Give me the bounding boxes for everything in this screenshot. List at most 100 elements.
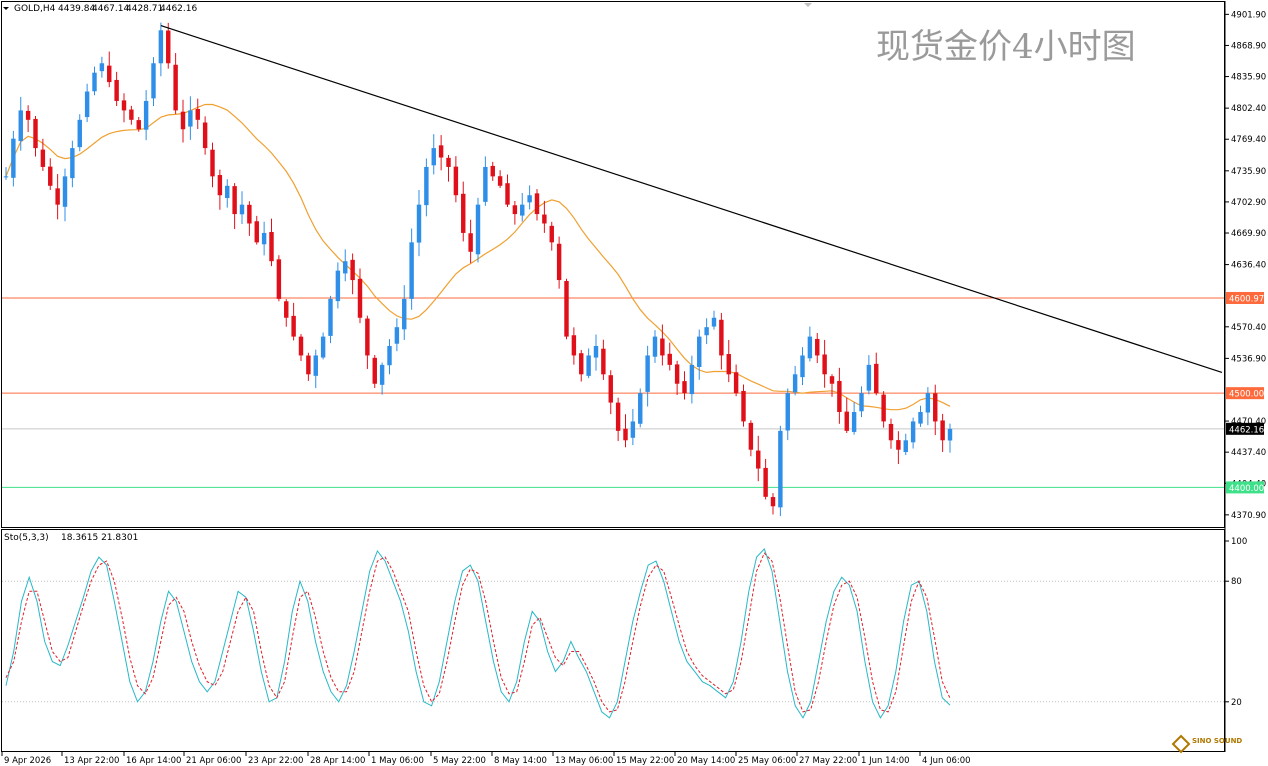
- candle: [84, 83, 90, 123]
- candle: [70, 140, 75, 188]
- candle: [225, 179, 230, 208]
- stoch-tick-label: 20: [1231, 698, 1242, 708]
- candle: [837, 367, 842, 424]
- candle: [711, 310, 717, 330]
- candle: [910, 417, 916, 449]
- candle: [534, 189, 540, 221]
- scroll-marker-icon[interactable]: [804, 3, 812, 7]
- candle: [733, 364, 739, 397]
- candle: [468, 219, 473, 264]
- candle: [306, 352, 311, 381]
- time-tick-label: 4 Jun 06:00: [922, 756, 971, 766]
- candle: [829, 374, 835, 397]
- candle: [645, 345, 650, 407]
- candle: [357, 268, 363, 324]
- candle: [173, 53, 178, 115]
- candle: [851, 402, 857, 435]
- level-price-label: 4462.16: [1229, 425, 1264, 435]
- candle: [579, 349, 584, 382]
- candle: [896, 431, 901, 465]
- time-tick-label: 13 May 06:00: [555, 756, 613, 766]
- candle: [33, 116, 38, 157]
- candle: [350, 253, 355, 295]
- ohlc-open: 4439.84: [58, 4, 95, 14]
- candle: [121, 93, 127, 123]
- candle: [763, 458, 768, 500]
- candle: [107, 51, 112, 88]
- logo-diamond-icon: [1171, 734, 1191, 754]
- candle: [3, 167, 9, 180]
- level-label-bg: [1226, 481, 1264, 494]
- price-tick-label: 4370.90: [1231, 511, 1266, 521]
- candle: [158, 22, 164, 77]
- candle: [320, 332, 326, 360]
- candle: [92, 66, 97, 96]
- candle: [202, 116, 208, 155]
- level-price-labels: 4600.97 4500.00 4462.16 4400.00: [1226, 291, 1264, 494]
- time-tick-label: 1 Jun 14:00: [861, 756, 910, 766]
- candle: [490, 161, 495, 181]
- price-tick-label: 4636.40: [1231, 261, 1266, 271]
- price-tick-label: 4835.90: [1231, 73, 1266, 83]
- candle: [475, 197, 481, 263]
- candle: [269, 218, 274, 267]
- candle: [394, 318, 400, 352]
- candle: [210, 142, 215, 188]
- candle: [682, 371, 687, 400]
- time-tick-label: 13 Apr 22:00: [64, 756, 119, 766]
- candle: [284, 299, 289, 327]
- stoch-tick-label: 80: [1231, 577, 1242, 587]
- candle: [379, 362, 385, 395]
- logo-text: SINO SOUND: [1192, 737, 1242, 745]
- candle: [866, 355, 872, 395]
- level-label-bg: [1226, 387, 1264, 400]
- candle: [335, 262, 341, 309]
- stochastic-axis: 100 80 20: [1225, 537, 1247, 708]
- price-axis[interactable]: 4901.90 4868.90 4835.90 4802.40 4769.40 4735.…: [1225, 10, 1266, 521]
- time-tick-label: 16 Apr 14:00: [126, 756, 181, 766]
- candle: [542, 200, 547, 233]
- candle: [704, 318, 709, 345]
- stochastic-title: Sto(5,3,3): [4, 533, 49, 543]
- time-tick-label: 8 May 14:00: [494, 756, 547, 766]
- candle: [881, 391, 886, 428]
- descending-trendline[interactable]: [160, 24, 1223, 373]
- candle: [136, 117, 141, 132]
- candle: [608, 370, 613, 415]
- candle: [564, 278, 569, 340]
- candle: [527, 185, 532, 210]
- candle: [239, 191, 245, 224]
- candle: [697, 329, 702, 380]
- candle: [549, 221, 554, 251]
- price-tick-label: 4437.40: [1231, 448, 1266, 458]
- candle: [674, 360, 680, 395]
- candle: [800, 347, 805, 386]
- time-tick-label: 28 Apr 14:00: [310, 756, 365, 766]
- symbol-dropdown-icon[interactable]: [3, 7, 9, 10]
- candle: [859, 386, 864, 418]
- candle: [261, 221, 267, 256]
- candle: [25, 105, 31, 133]
- candle: [874, 352, 879, 396]
- candle: [55, 174, 60, 220]
- time-axis[interactable]: 9 Apr 2026 13 Apr 22:00 16 Apr 14:00 21 Apr…: [1, 752, 971, 766]
- stochastic-values: 18.3615 21.8301: [61, 533, 138, 543]
- price-tick-label: 4702.90: [1231, 198, 1266, 208]
- candle: [571, 327, 577, 365]
- trendline-layer[interactable]: [160, 24, 1223, 373]
- stoch-d-line: [5, 552, 951, 713]
- candle: [409, 228, 414, 310]
- candle: [62, 168, 68, 222]
- candle: [114, 71, 119, 106]
- candle: [365, 315, 370, 369]
- level-label-bg: [1226, 422, 1264, 435]
- candle: [719, 312, 724, 370]
- candle: [446, 154, 451, 182]
- candle: [615, 397, 621, 442]
- candle: [48, 158, 53, 191]
- candle: [77, 114, 82, 152]
- level-price-label: 4400.00: [1229, 484, 1264, 494]
- candle: [11, 130, 16, 187]
- time-tick-label: 25 May 06:00: [738, 756, 796, 766]
